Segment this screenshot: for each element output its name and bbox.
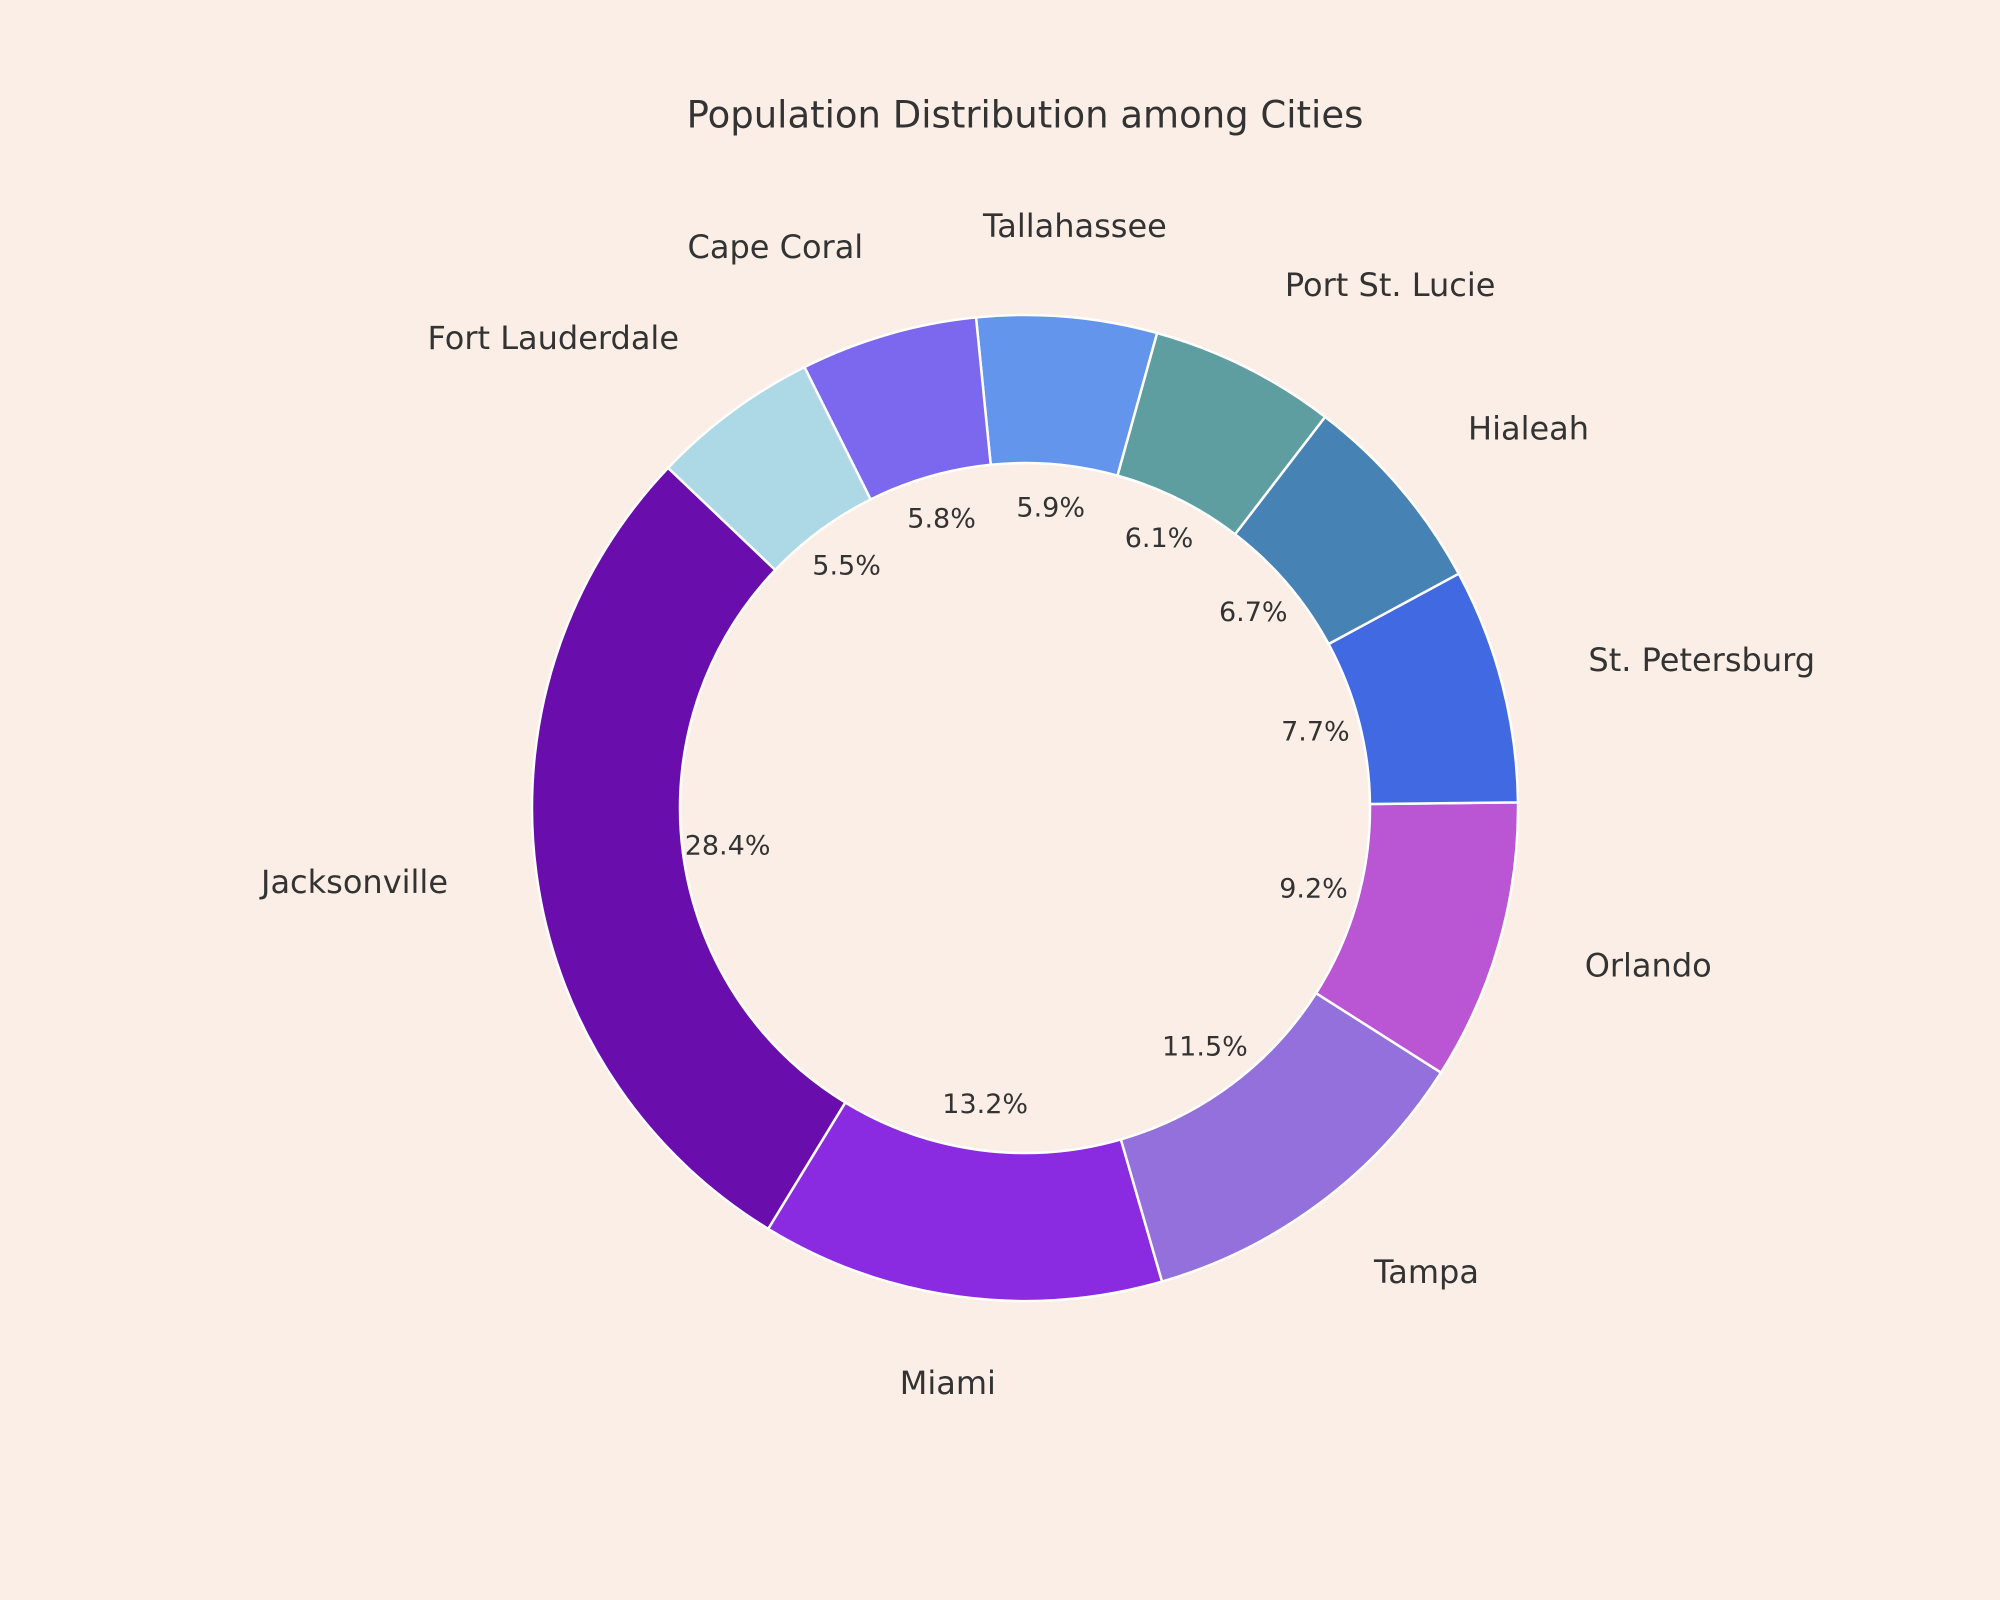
slice-label-jacksonville: Jacksonville <box>259 863 448 901</box>
slice-miami <box>766 1100 1164 1303</box>
slice-fort-lauderdale <box>666 365 873 572</box>
slices-layer <box>530 313 1520 1303</box>
slice-percent-jacksonville: 28.4% <box>685 831 771 862</box>
slice-percent-fort-lauderdale: 5.5% <box>812 550 881 581</box>
slice-label-tampa: Tampa <box>1373 1253 1479 1291</box>
slice-label-st-petersburg: St. Petersburg <box>1588 641 1815 679</box>
slice-percent-orlando: 9.2% <box>1279 874 1348 905</box>
slice-label-hialeah: Hialeah <box>1468 410 1589 448</box>
slice-label-port-st-lucie: Port St. Lucie <box>1285 266 1496 304</box>
slice-percent-st-petersburg: 7.7% <box>1281 716 1350 747</box>
slice-percent-port-st-lucie: 6.1% <box>1125 523 1194 554</box>
slice-percent-miami: 13.2% <box>942 1089 1028 1120</box>
slice-percent-hialeah: 6.7% <box>1219 597 1288 628</box>
slice-label-fort-lauderdale: Fort Lauderdale <box>427 319 679 357</box>
slice-label-orlando: Orlando <box>1585 946 1712 984</box>
chart-title: Population Distribution among Cities <box>687 94 1364 137</box>
slice-percent-tallahassee: 5.9% <box>1016 493 1085 524</box>
slice-percent-cape-coral: 5.8% <box>907 503 976 534</box>
slice-jacksonville <box>530 466 848 1231</box>
percent-labels-layer: 28.4% 13.2% 11.5% 9.2% 7.7% 6.7% 6.1% 5.9% 5.8% 5… <box>685 493 1350 1120</box>
slice-label-cape-coral: Cape Coral <box>687 228 863 266</box>
slice-label-miami: Miami <box>900 1364 996 1402</box>
slice-percent-tampa: 11.5% <box>1162 1032 1248 1063</box>
slice-label-tallahassee: Tallahassee <box>982 207 1167 245</box>
labels-layer: Jacksonville Miami Tampa Orlando St. Petersb… <box>259 207 1815 1402</box>
